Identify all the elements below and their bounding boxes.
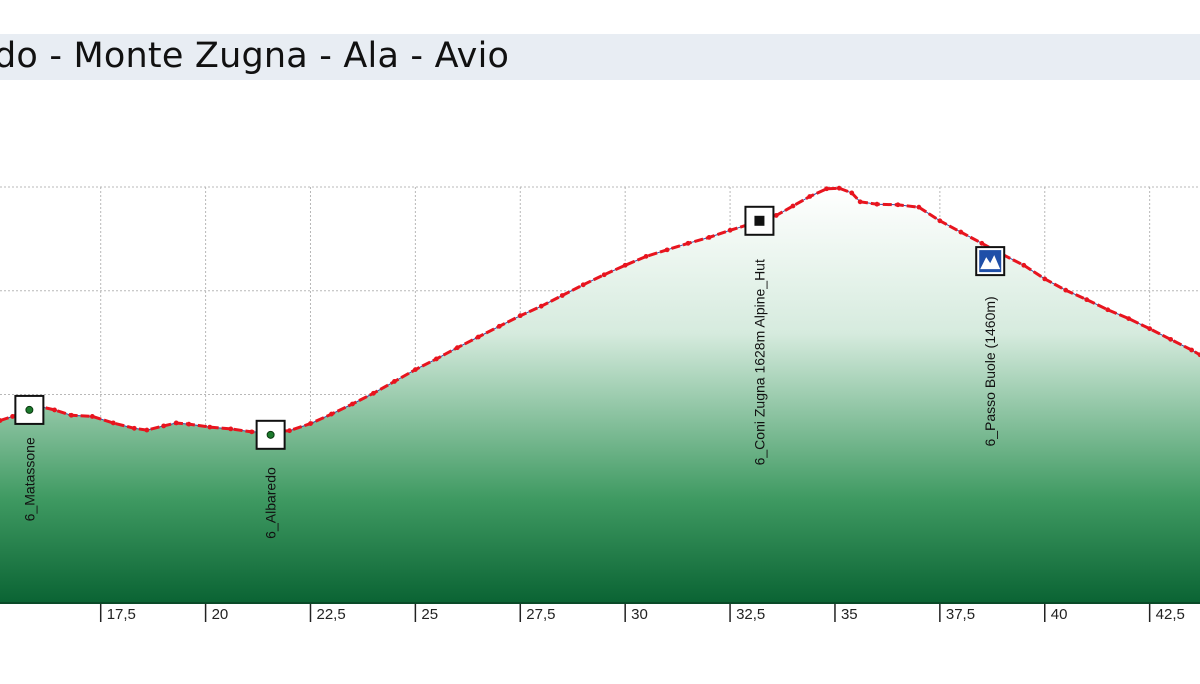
mountain-pass-icon	[979, 250, 1002, 273]
x-tick-label: 22,5	[316, 606, 345, 623]
waypoint-marker: 6_Matassone	[14, 394, 45, 521]
waypoint-dot-icon	[266, 430, 275, 439]
data-point	[144, 427, 150, 433]
data-point	[895, 202, 901, 208]
data-point	[685, 240, 691, 246]
x-tick-label: 25	[421, 606, 438, 623]
x-tick-label: 30	[631, 606, 648, 623]
profile-area	[0, 188, 1200, 602]
data-point	[937, 218, 943, 224]
data-point	[622, 262, 628, 268]
waypoint-label: 6_Coni Zugna 1628m Alpine_Hut	[751, 259, 767, 465]
data-point	[664, 247, 670, 253]
data-point	[1084, 297, 1090, 303]
data-point	[643, 253, 649, 259]
x-tick-label: 20	[212, 606, 229, 623]
waypoint-box	[14, 394, 45, 425]
data-point	[807, 194, 813, 199]
data-point	[1063, 287, 1069, 293]
data-point	[207, 424, 213, 430]
data-point	[517, 313, 523, 319]
data-point	[849, 190, 855, 196]
data-point	[10, 414, 15, 419]
data-point	[350, 401, 355, 407]
x-tick-label: 27,5	[526, 606, 555, 623]
data-point	[559, 293, 565, 298]
x-tick-label: 32,5	[736, 606, 765, 623]
x-tick-label: 40	[1051, 606, 1068, 623]
data-point	[857, 199, 863, 205]
data-point	[228, 426, 234, 432]
data-point	[874, 201, 880, 207]
x-tick-label: 42,5	[1156, 606, 1185, 623]
data-point	[329, 411, 334, 417]
waypoint-label: 6_Albaredo	[263, 467, 279, 539]
data-point	[173, 420, 179, 426]
profile-points	[0, 185, 1200, 435]
data-point	[1021, 262, 1027, 268]
data-point	[773, 213, 779, 218]
waypoint-label: 6_Matassone	[21, 437, 37, 521]
waypoint-marker: 6_Passo Buole (1460m)	[975, 246, 1006, 447]
data-point	[706, 234, 712, 240]
data-point	[979, 240, 985, 246]
x-axis: 17,5 20 22,5 25 27,5 30 32,5 35 37,5 40 42,5	[0, 602, 1200, 623]
data-point	[824, 186, 829, 192]
data-point	[186, 421, 192, 427]
data-point	[371, 390, 376, 396]
data-point	[454, 345, 460, 351]
x-tick-label: 35	[841, 606, 858, 623]
data-point	[412, 367, 418, 372]
waypoint-marker: 6_Coni Zugna 1628m Alpine_Hut	[744, 205, 775, 465]
data-point	[433, 356, 439, 362]
page-title: do - Monte Zugna - Ala - Avio	[0, 36, 510, 76]
data-point	[110, 420, 116, 426]
title-bar: do - Monte Zugna - Ala - Avio	[0, 34, 1200, 80]
data-point	[601, 272, 607, 278]
data-point	[1126, 316, 1132, 322]
data-point	[308, 421, 313, 426]
data-point	[727, 227, 733, 233]
x-tick-label: 17,5	[107, 606, 136, 623]
data-point	[68, 412, 74, 418]
data-point	[1042, 276, 1048, 282]
data-point	[1197, 352, 1200, 358]
data-point	[287, 428, 292, 434]
data-point	[790, 203, 796, 209]
hut-icon	[754, 215, 765, 226]
data-point	[475, 334, 481, 340]
mountain-shape	[980, 255, 1001, 270]
data-point	[580, 282, 586, 288]
data-point	[392, 379, 397, 384]
data-point	[249, 429, 255, 435]
profile-fill	[0, 188, 1200, 602]
data-point	[836, 185, 842, 191]
data-point	[52, 407, 57, 413]
data-point	[161, 423, 167, 429]
data-point	[958, 229, 964, 235]
waypoint-label: 6_Passo Buole (1460m)	[982, 296, 998, 446]
data-point	[1168, 336, 1174, 342]
waypoint-marker: 6_Albaredo	[255, 419, 286, 539]
data-point	[1147, 326, 1153, 332]
data-point	[1105, 307, 1111, 313]
data-point	[1189, 347, 1195, 353]
waypoint-dot-icon	[25, 405, 34, 414]
data-point	[538, 303, 544, 309]
data-point	[0, 418, 3, 423]
data-point	[496, 323, 502, 329]
data-point	[89, 414, 95, 419]
data-point	[131, 425, 137, 431]
waypoints: 6_Matassone 6_Albaredo 6_Coni Zugna 1628m …	[14, 205, 1006, 539]
data-point	[916, 204, 922, 210]
x-tick-label: 37,5	[946, 606, 975, 623]
